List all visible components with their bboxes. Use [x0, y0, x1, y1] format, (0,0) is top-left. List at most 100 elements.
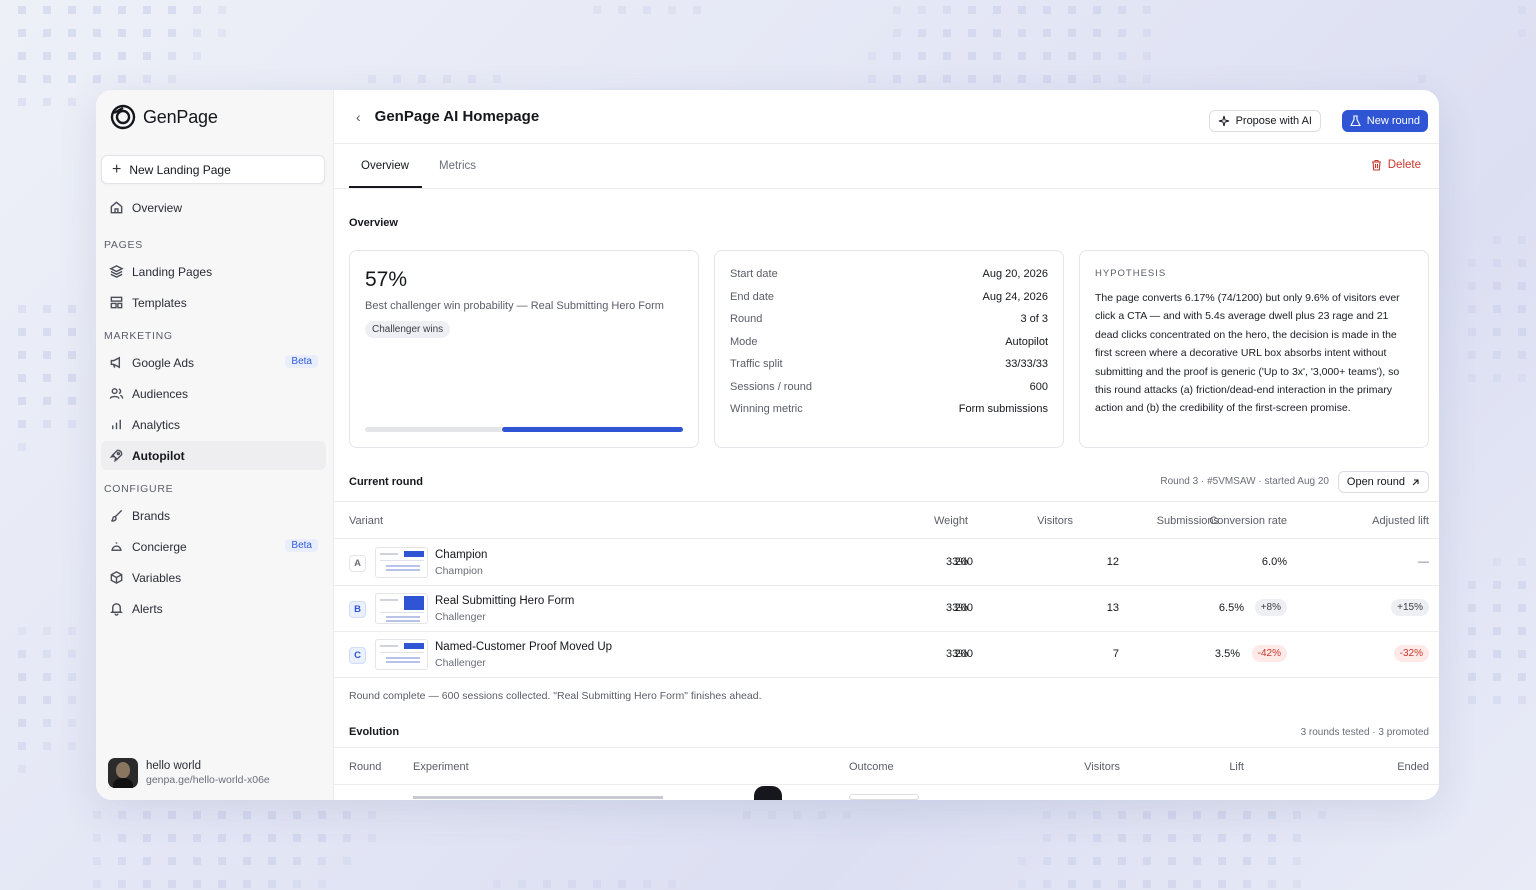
- user-profile[interactable]: hello world genpa.ge/hello-world-x06e: [108, 758, 270, 788]
- delete-button[interactable]: Delete: [1371, 159, 1421, 171]
- adjusted-lift-badge: -32%: [1393, 645, 1429, 662]
- background-dot: [1118, 52, 1126, 60]
- background-dot: [218, 811, 226, 819]
- background-dot: [1068, 834, 1076, 842]
- scroll-to-top-button[interactable]: [754, 786, 782, 800]
- open-round-button[interactable]: Open round: [1337, 471, 1429, 493]
- background-dot: [943, 75, 951, 83]
- tab-metrics[interactable]: Metrics: [439, 160, 477, 172]
- background-dot: [1168, 857, 1176, 865]
- background-dot: [1193, 857, 1201, 865]
- round-meta: Round 3 · #5VMSAW · started Aug 20: [1160, 476, 1329, 487]
- flask-icon: [1349, 115, 1361, 127]
- table-row[interactable]: B Real Submitting Hero Form Challenger 3…: [334, 586, 1439, 632]
- status-badge: Challenger wins: [365, 321, 451, 338]
- background-dot: [1043, 811, 1051, 819]
- background-dot: [1493, 374, 1501, 382]
- background-dot: [118, 834, 126, 842]
- table-row[interactable]: [334, 786, 1439, 800]
- background-dot: [1168, 811, 1176, 819]
- sidebar-item-autopilot[interactable]: Autopilot: [101, 441, 326, 470]
- tab-overview[interactable]: Overview: [361, 160, 409, 172]
- variant-letter: A: [349, 555, 366, 572]
- background-dot: [43, 742, 51, 750]
- column-header: Round: [349, 761, 382, 773]
- background-dot: [1468, 374, 1476, 382]
- background-dot: [1468, 627, 1476, 635]
- background-dot: [18, 351, 26, 359]
- background-dot: [1493, 558, 1501, 566]
- background-dot: [18, 627, 26, 635]
- background-dot: [43, 397, 51, 405]
- background-dot: [618, 6, 626, 14]
- background-dot: [1143, 29, 1151, 37]
- background-dot: [1218, 834, 1226, 842]
- background-dot: [1243, 857, 1251, 865]
- sidebar-item-google-ads[interactable]: Google Ads Beta: [101, 348, 326, 377]
- background-dot: [1093, 857, 1101, 865]
- brand-logo[interactable]: GenPage: [110, 104, 218, 130]
- variant-thumbnail: [375, 547, 428, 578]
- background-dot: [18, 443, 26, 451]
- sidebar-item-concierge[interactable]: Concierge Beta: [101, 532, 326, 561]
- sidebar-item-label: Templates: [132, 295, 187, 310]
- table-row[interactable]: A Champion Champion 33% 200 12 6.0% —: [334, 540, 1439, 586]
- detail-key: Start date: [730, 268, 778, 280]
- background-dot: [618, 880, 626, 888]
- sidebar-item-audiences[interactable]: Audiences: [101, 379, 326, 408]
- megaphone-icon: [110, 356, 121, 369]
- sidebar-item-analytics[interactable]: Analytics: [101, 410, 326, 439]
- sidebar-item-brands[interactable]: Brands: [101, 501, 326, 530]
- column-header: Weight: [933, 515, 968, 527]
- background-dot: [293, 834, 301, 842]
- background-dot: [168, 834, 176, 842]
- background-dot: [1493, 236, 1501, 244]
- background-dot: [18, 420, 26, 428]
- background-dot: [93, 29, 101, 37]
- sidebar-item-overview[interactable]: Overview: [101, 193, 326, 222]
- background-dot: [93, 6, 101, 14]
- background-dot: [1293, 811, 1301, 819]
- variant-letter: C: [349, 647, 366, 664]
- column-header: Conversion rate: [1209, 515, 1287, 527]
- bar-chart-icon: [112, 419, 121, 430]
- background-dot: [18, 374, 26, 382]
- new-landing-page-button[interactable]: + New Landing Page: [101, 155, 325, 184]
- background-dot: [1118, 857, 1126, 865]
- propose-with-ai-button[interactable]: Propose with AI: [1208, 110, 1321, 132]
- background-dot: [1018, 75, 1026, 83]
- sidebar-item-templates[interactable]: Templates: [101, 288, 326, 317]
- column-header: Visitors: [1037, 515, 1073, 527]
- background-dot: [1518, 581, 1526, 589]
- table-row[interactable]: C Named-Customer Proof Moved Up Challeng…: [334, 632, 1439, 678]
- back-chevron-icon[interactable]: ‹: [356, 108, 361, 125]
- sidebar-item-variables[interactable]: Variables: [101, 563, 326, 592]
- layers-icon: [109, 265, 124, 278]
- background-dot: [818, 811, 826, 819]
- round-status-note: Round complete — 600 sessions collected.…: [349, 690, 762, 702]
- hypothesis-label: HYPOTHESIS: [1095, 268, 1167, 279]
- background-dot: [68, 420, 76, 428]
- column-header: Lift: [1229, 761, 1244, 773]
- sidebar-item-alerts[interactable]: Alerts: [101, 594, 326, 623]
- background-dot: [1218, 880, 1226, 888]
- background-dot: [68, 328, 76, 336]
- background-dot: [1493, 351, 1501, 359]
- detail-value: Aug 24, 2026: [982, 291, 1048, 303]
- background-dot: [93, 75, 101, 83]
- background-dot: [1493, 604, 1501, 612]
- sidebar-item-label: Google Ads: [132, 355, 195, 370]
- sidebar-item-landing-pages[interactable]: Landing Pages: [101, 257, 326, 286]
- visitors-cell: 200: [954, 602, 973, 614]
- background-dot: [293, 880, 301, 888]
- weight-cell: 33%: [945, 556, 968, 568]
- background-dot: [1518, 673, 1526, 681]
- background-dot: [1193, 811, 1201, 819]
- open-round-label: Open round: [1346, 476, 1405, 488]
- background-dot: [1218, 811, 1226, 819]
- new-round-button[interactable]: New round: [1341, 110, 1428, 132]
- detail-value: 3 of 3: [1020, 313, 1048, 325]
- evolution-table-header: Round Experiment Outcome Visitors Lift E…: [334, 747, 1439, 785]
- background-dot: [143, 880, 151, 888]
- background-dot: [1118, 6, 1126, 14]
